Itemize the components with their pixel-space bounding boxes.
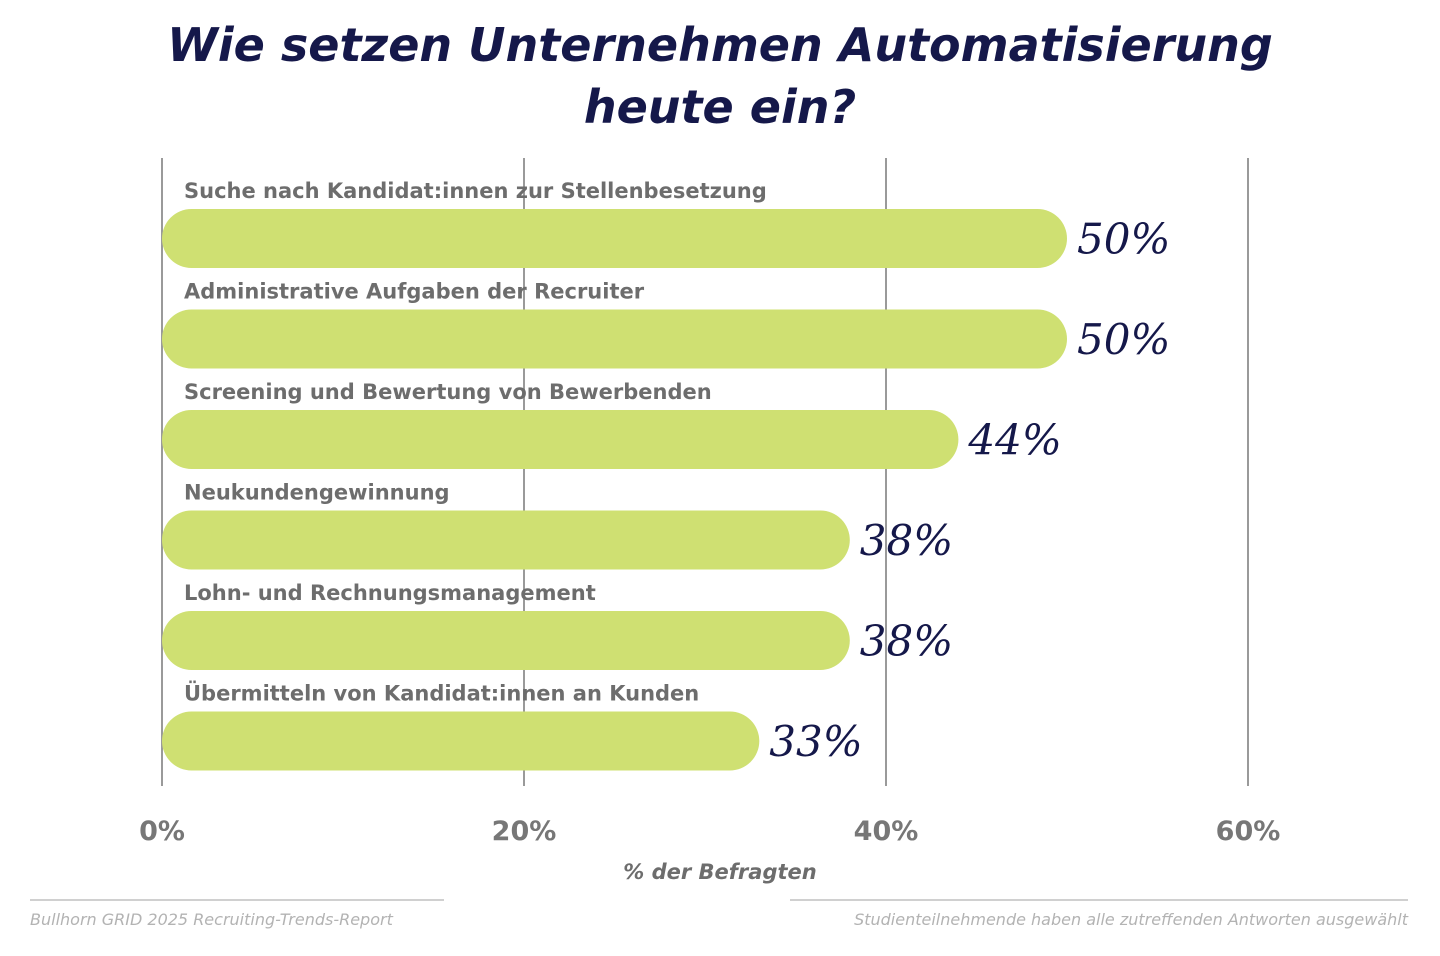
value-label-3: 44% bbox=[967, 416, 1061, 465]
x-tick-label-0: 0% bbox=[139, 816, 185, 847]
value-label-1: 50% bbox=[1077, 215, 1170, 264]
value-label-2: 50% bbox=[1077, 315, 1170, 364]
x-axis-label: % der Befragten bbox=[623, 860, 816, 884]
footer-rule-left bbox=[30, 899, 444, 901]
bar-2 bbox=[162, 309, 1067, 369]
bar-1 bbox=[162, 209, 1067, 268]
chart-title-line-2: heute ein? bbox=[583, 80, 857, 134]
category-label-3: Screening und Bewertung von Bewerbenden bbox=[184, 380, 712, 404]
value-label-6: 33% bbox=[769, 717, 862, 766]
chart-title: Wie setzen Unternehmen Automatisierung h… bbox=[0, 14, 1440, 138]
value-label-5: 38% bbox=[860, 617, 953, 666]
bar-5 bbox=[162, 611, 850, 670]
category-label-1: Suche nach Kandidat:innen zur Stellenbes… bbox=[184, 179, 767, 203]
category-label-4: Neukundengewinnung bbox=[184, 481, 450, 505]
x-axis-ticks: 0% 20% 40% 60% bbox=[139, 816, 1280, 847]
gridlines bbox=[161, 158, 1249, 786]
category-label-5: Lohn- und Rechnungsmanagement bbox=[184, 581, 596, 605]
bar-6 bbox=[162, 711, 760, 771]
category-label-6: Übermitteln von Kandidat:innen an Kunden bbox=[184, 681, 699, 706]
value-label-4: 38% bbox=[860, 516, 953, 565]
footer-rule-right bbox=[790, 899, 1408, 901]
footer-note: Studienteilnehmende haben alle zutreffen… bbox=[854, 910, 1408, 929]
footer-source: Bullhorn GRID 2025 Recruiting-Trends-Rep… bbox=[30, 910, 393, 929]
x-tick-label-60: 60% bbox=[1216, 816, 1281, 847]
x-tick-label-40: 40% bbox=[854, 816, 919, 847]
bar-4 bbox=[162, 510, 850, 570]
x-tick-label-20: 20% bbox=[492, 816, 557, 847]
bars: Suche nach Kandidat:innen zur Stellenbes… bbox=[162, 179, 1170, 771]
bar-3 bbox=[162, 410, 959, 469]
chart-title-line-1: Wie setzen Unternehmen Automatisierung bbox=[167, 18, 1273, 72]
category-label-2: Administrative Aufgaben der Recruiter bbox=[184, 280, 645, 304]
